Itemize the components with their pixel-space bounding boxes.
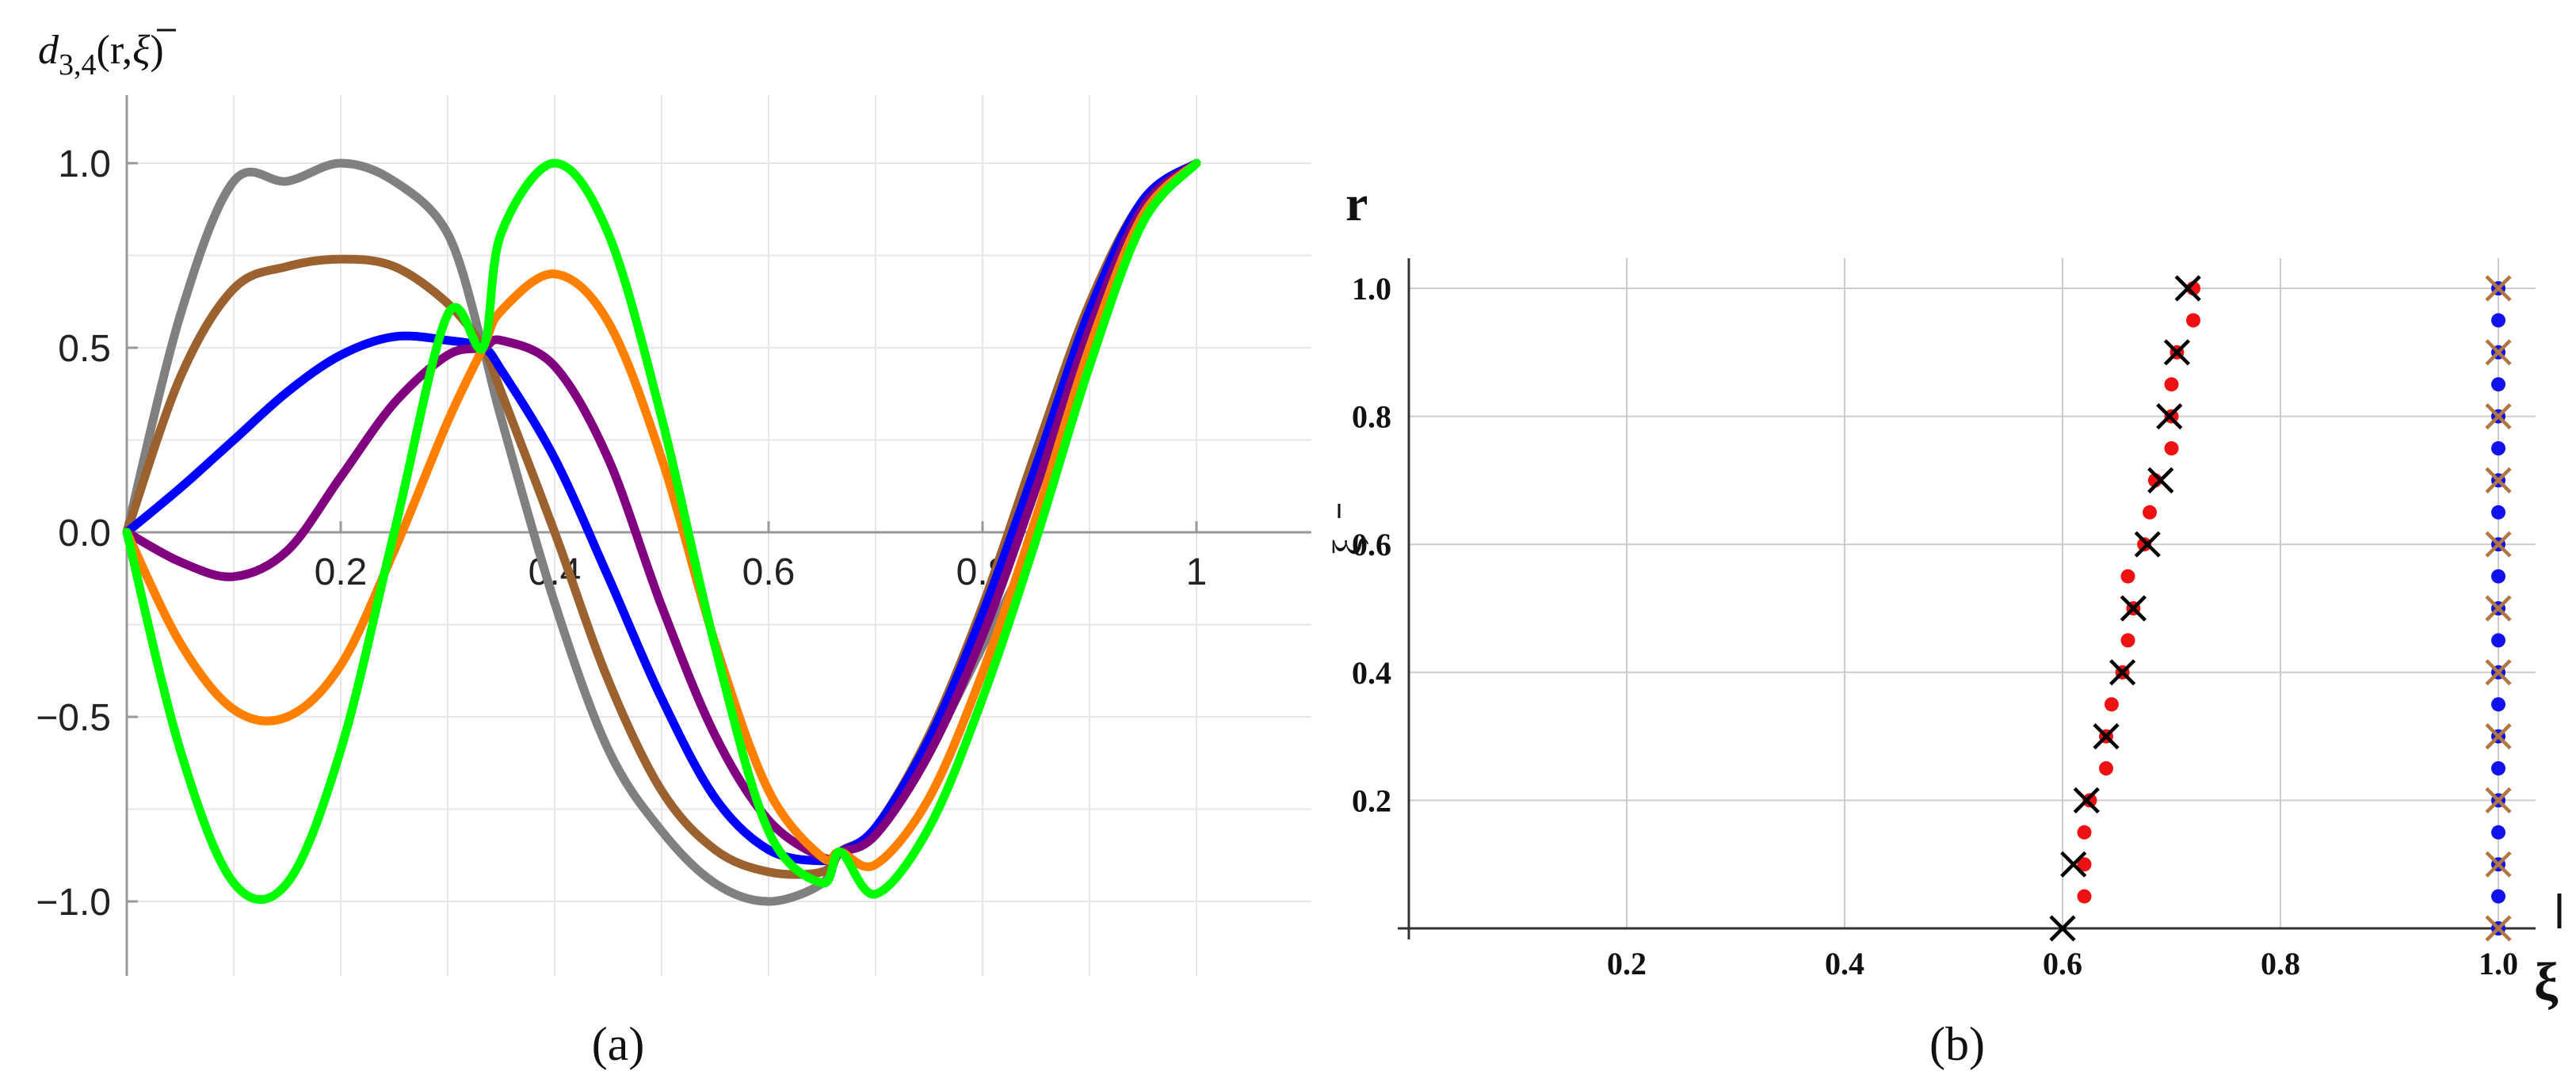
scatter-cross [2163,339,2190,366]
scatter-cross [2174,275,2201,302]
scatter-cross [2485,339,2512,366]
scatter-cross [2109,659,2136,686]
y-tick-label: 0.2 [1352,783,1391,818]
scatter-dot [2164,441,2179,455]
panel-b-caption: (b) [1929,1018,1985,1070]
y-tick-label: 0.5 [58,328,111,370]
scatter-cross [2485,403,2512,430]
scatter-dot [2099,761,2113,775]
scatter-dot [2120,569,2135,584]
scatter-cross [2485,659,2512,686]
panel-a-chart: 0.2 0.4 0.6 0.8 1−1.0−0.50.00.51.0 d3,4(r,ξ)… [36,28,1311,1070]
series-line-6 [122,158,1201,905]
scatter-cross [2134,531,2161,558]
panel-a-caption: (a) [592,1018,645,1070]
scatter-dot [2491,313,2505,328]
scatter-dot [2491,441,2505,455]
scatter-dot [2104,697,2119,712]
scatter-dot [2137,537,2152,552]
scatter-dot [2082,793,2097,808]
series-line-4 [122,158,1201,863]
y-tick-label: 0.6 [1352,527,1391,562]
scatter-cross [2485,787,2512,814]
scatter-dot [2164,377,2179,392]
scatter-cross [2060,851,2087,878]
scatter-dot [2491,825,2505,840]
panel-b-axes [1398,258,2536,939]
scatter-cross [2156,403,2183,430]
y-tick-label: 0.4 [1352,655,1391,691]
scatter-cross [2120,595,2147,622]
scatter-cross [2147,467,2174,493]
scatter-dot [2186,313,2200,328]
scatter-cross [2485,275,2512,302]
y-tick-label: 0.8 [1352,399,1391,435]
panel-b-chart: 0.2 0.4 0.6 0.8 1.0 0.2 0.4 0.6 0.8 1.0 r ξ ξ (b) [1326,175,2562,1070]
scatter-dot [2491,889,2505,904]
scatter-dot [2120,633,2135,648]
y-tick-label: 1.0 [58,143,111,185]
panel-a-y-axis-label: d3,4(r,ξ) [38,28,164,82]
scatter-cross [2093,723,2120,750]
scatter-cross [2485,915,2512,942]
x-tick-label: 0.6 [742,551,796,593]
scatter-cross [2485,467,2512,493]
series-line-5 [122,158,1201,871]
scatter-cross [2485,595,2512,622]
scatter-dot [2077,857,2092,872]
x-tick-label: 0.6 [2043,946,2082,981]
x-tick-label: 1 [1186,551,1208,593]
scatter-dot [2077,825,2092,840]
y-tick-label: 1.0 [1352,271,1391,307]
scatter-dot [2491,761,2505,775]
series-line-3 [122,158,1201,866]
panel-b-y-axis-label: r [1345,175,1368,231]
y-tick-label: −1.0 [36,882,111,924]
x-tick-label: 0.4 [1825,946,1864,981]
x-tick-label: 0.8 [2261,946,2300,981]
scatter-dot [2143,505,2157,520]
panel-b-secondary-y-label: ξ [1326,537,1371,555]
scatter-cross [2073,787,2100,814]
series-line-2 [122,158,1201,879]
y-tick-label: 0.0 [58,513,111,554]
panel-b-points [2049,275,2512,942]
y-tick-label: −0.5 [36,697,111,739]
panel-b-x-axis-label: ξ [2534,951,2559,1012]
scatter-dot [2491,377,2505,392]
panel-b-grid [1409,258,2536,928]
scatter-cross [2485,851,2512,878]
panel-a-tick-labels: 0.2 0.4 0.6 0.8 1−1.0−0.50.00.51.0 [36,143,1207,924]
scatter-cross [2485,531,2512,558]
panel-a-series [122,158,1201,906]
scatter-cross [2485,723,2512,750]
scatter-dot [2077,889,2092,904]
x-tick-label: 0.2 [1607,946,1647,981]
scatter-dot [2491,697,2505,712]
scatter-cross [2049,915,2076,942]
x-tick-label: 0.2 [315,551,368,593]
scatter-dot [2491,569,2505,584]
scatter-dot [2491,633,2505,648]
x-tick-label: 1.0 [2479,946,2518,981]
panel-b-tick-labels: 0.2 0.4 0.6 0.8 1.0 0.2 0.4 0.6 0.8 1.0 [1352,271,2518,981]
scatter-dot [2491,505,2505,520]
